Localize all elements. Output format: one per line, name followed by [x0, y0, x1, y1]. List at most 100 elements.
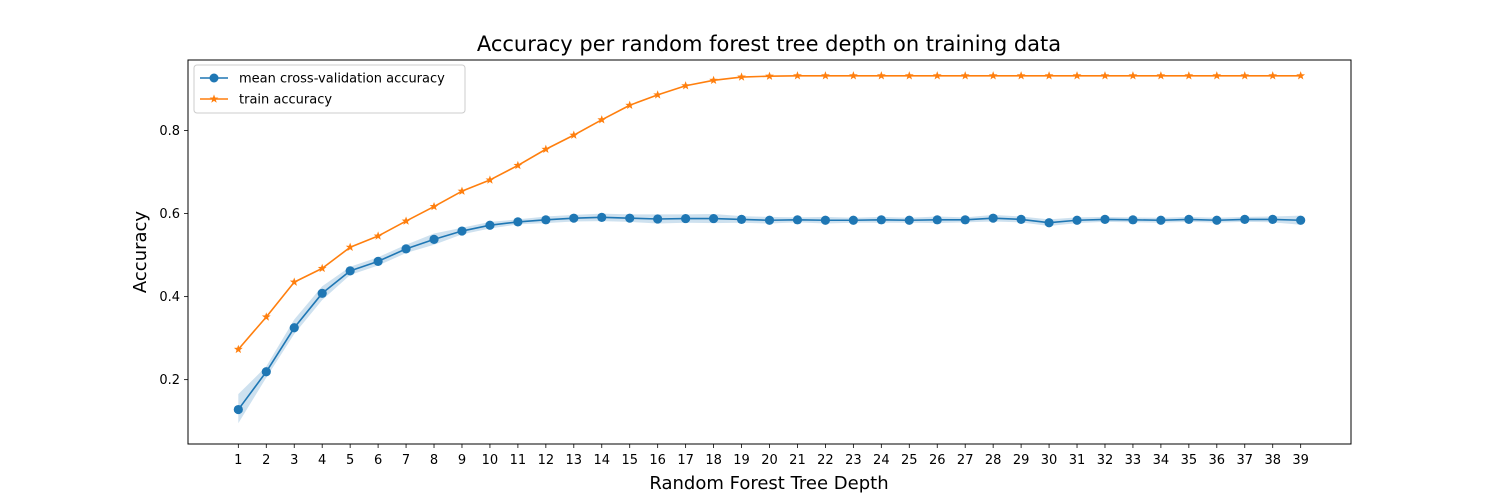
x-tick-label: 18: [705, 453, 722, 468]
legend-train-label: train accuracy: [239, 93, 332, 108]
train-point: [988, 71, 998, 80]
x-tick-label: 17: [677, 453, 694, 468]
x-tick-label: 25: [901, 453, 918, 468]
train-point: [485, 175, 495, 184]
train-point: [1100, 71, 1110, 80]
cv-point: [597, 212, 607, 222]
y-tick-label: 0.8: [159, 124, 180, 139]
cv-point: [1296, 215, 1306, 225]
train-point: [960, 71, 970, 80]
x-tick-label: 24: [873, 453, 890, 468]
x-tick-label: 12: [538, 453, 555, 468]
x-tick-label: 15: [621, 453, 638, 468]
x-tick-label: 29: [1013, 453, 1030, 468]
legend-cv-marker: [209, 73, 219, 83]
legend-cv-label: mean cross-validation accuracy: [239, 72, 445, 87]
x-tick-label: 14: [593, 453, 610, 468]
x-tick-label: 23: [845, 453, 862, 468]
train-point: [1044, 71, 1054, 80]
y-axis-ticks: 0.2 0.4 0.6 0.8: [159, 124, 188, 388]
cv-point: [373, 256, 383, 266]
train-point: [765, 71, 774, 80]
train-point: [457, 186, 467, 195]
x-tick-label: 39: [1292, 453, 1309, 468]
cv-point: [625, 213, 635, 223]
train-point: [1072, 71, 1082, 80]
x-tick-label: 38: [1264, 453, 1281, 468]
train-point: [373, 231, 383, 240]
cv-point: [1044, 218, 1054, 228]
y-axis-title: Accuracy: [130, 211, 151, 294]
x-tick-label: 37: [1236, 453, 1253, 468]
x-tick-label: 28: [985, 453, 1002, 468]
train-point: [737, 72, 746, 81]
x-tick-label: 26: [929, 453, 946, 468]
cv-point: [289, 323, 299, 333]
y-tick-label: 0.4: [159, 290, 180, 305]
train-point: [261, 312, 271, 321]
cv-point: [960, 215, 970, 225]
cv-point: [820, 215, 831, 225]
chart-title: Accuracy per random forest tree depth on…: [477, 32, 1061, 56]
cv-point: [457, 226, 467, 236]
cv-point: [1184, 214, 1194, 225]
x-tick-label: 22: [817, 453, 834, 468]
cv-point: [401, 244, 411, 254]
cv-point: [904, 215, 914, 225]
cv-point: [764, 215, 775, 225]
train-point: [1240, 71, 1250, 80]
cv-point: [653, 214, 663, 224]
train-point: [317, 263, 327, 273]
legend-box: [193, 64, 466, 114]
train-point: [541, 144, 551, 153]
train-point: [876, 71, 886, 80]
cv-point: [1072, 215, 1082, 225]
train-point: [1128, 71, 1138, 80]
x-tick-label: 35: [1181, 453, 1198, 468]
x-tick-label: 11: [510, 453, 527, 468]
x-axis-title: Random Forest Tree Depth: [649, 473, 888, 494]
cv-point: [1128, 215, 1138, 225]
cv-point: [1100, 214, 1110, 225]
x-tick-label: 20: [761, 453, 778, 468]
cv-point: [261, 367, 271, 377]
cv-point: [681, 213, 691, 224]
y-tick-label: 0.2: [159, 373, 180, 388]
cv-point: [429, 234, 439, 244]
cv-point: [317, 288, 327, 298]
train-point: [793, 71, 802, 80]
cv-point: [708, 213, 719, 224]
train-point: [569, 130, 579, 139]
train-point: [1016, 71, 1026, 80]
plot-area: [233, 71, 1306, 424]
train-point: [345, 242, 355, 251]
x-tick-label: 16: [649, 453, 666, 468]
cv-point: [848, 215, 858, 225]
x-tick-label: 19: [733, 453, 750, 468]
cv-point: [1268, 214, 1278, 225]
x-tick-label: 2: [262, 453, 270, 468]
train-point: [1212, 71, 1222, 80]
x-tick-label: 3: [290, 453, 298, 468]
x-tick-label: 8: [430, 453, 438, 468]
train-point: [709, 75, 718, 85]
cv-point: [1240, 214, 1250, 225]
cv-point: [876, 215, 886, 225]
legend: mean cross-validation accuracy train acc…: [193, 64, 466, 114]
train-point: [681, 81, 690, 90]
cv-point: [345, 266, 355, 276]
train-point: [821, 71, 830, 80]
x-tick-label: 6: [374, 453, 382, 468]
x-tick-label: 10: [482, 453, 499, 468]
cv-point: [1212, 215, 1222, 225]
cv-point: [792, 215, 803, 225]
y-tick-label: 0.6: [159, 207, 180, 222]
train-point: [1156, 71, 1166, 80]
x-tick-label: 31: [1069, 453, 1086, 468]
train-point: [429, 201, 439, 211]
legend-train-marker: [209, 94, 219, 103]
cv-point: [541, 215, 551, 225]
x-tick-label: 32: [1097, 453, 1114, 468]
x-axis-ticks: 1 2 3 4 5 6 7 8 9 10 11 12 13 14 15 16 17 18 19 20 21 22 23 24 2…: [234, 444, 1309, 468]
